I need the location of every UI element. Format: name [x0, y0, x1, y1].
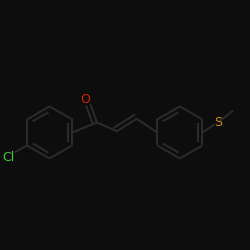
Text: S: S — [214, 116, 222, 129]
Text: Cl: Cl — [2, 151, 14, 164]
Text: O: O — [80, 93, 90, 106]
